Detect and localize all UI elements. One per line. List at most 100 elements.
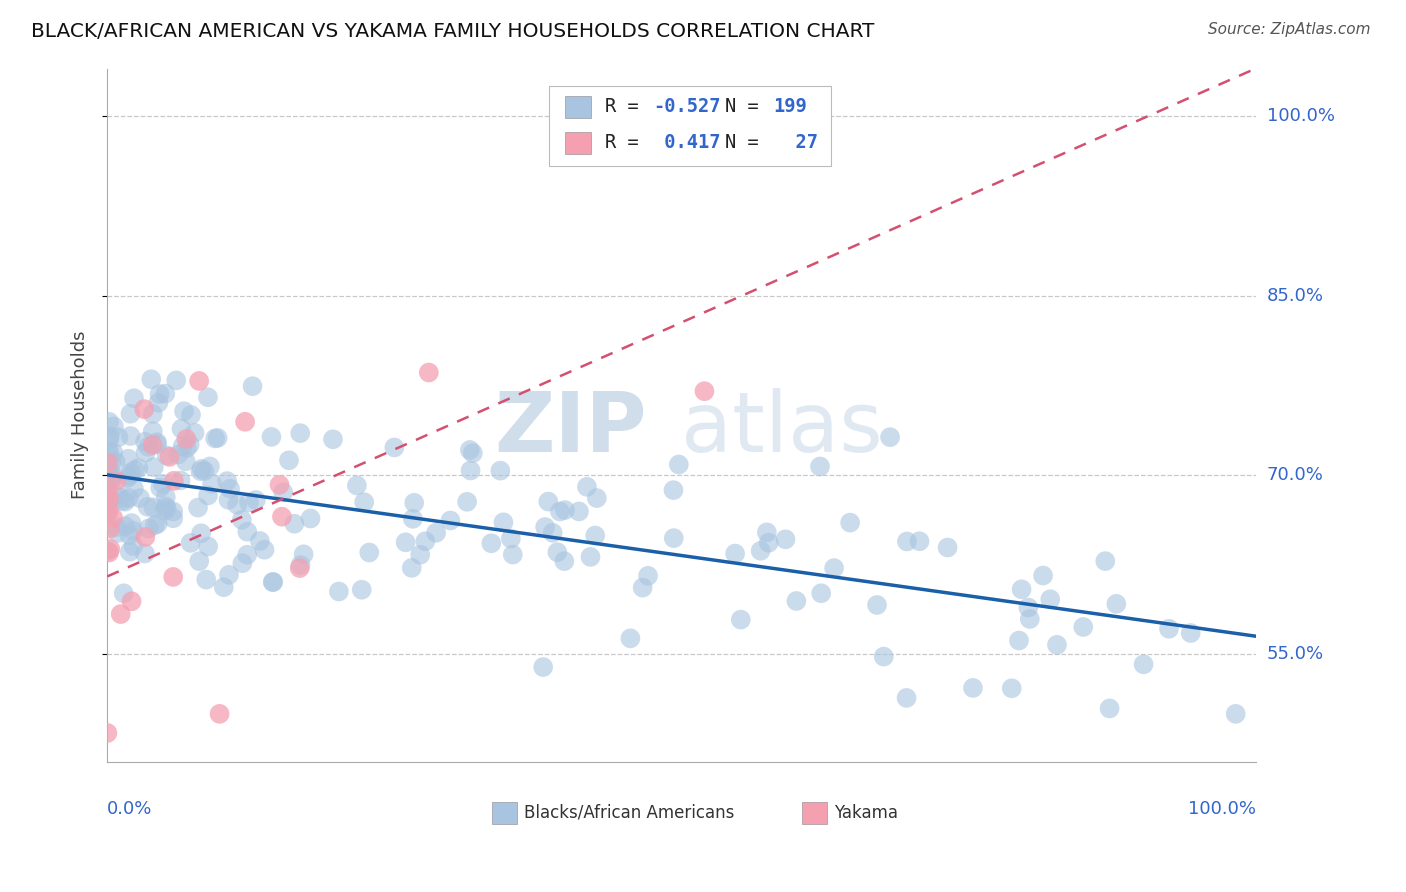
Point [187, 500, 209, 515]
Point [785, 594, 807, 608]
Point [553, 554, 575, 568]
Point [110, 607, 132, 621]
Point [198, 459, 221, 474]
FancyBboxPatch shape [492, 802, 517, 824]
Point [548, 504, 571, 518]
Point [120, 407, 142, 421]
Point [201, 476, 224, 491]
Text: N =: N = [725, 133, 770, 153]
Point [382, 441, 405, 455]
Point [292, 547, 315, 561]
Point [537, 494, 560, 508]
Point [142, 460, 165, 475]
Point [1032, 568, 1054, 582]
Point [107, 430, 129, 444]
Point [121, 594, 143, 608]
Point [231, 556, 253, 570]
Point [238, 495, 260, 509]
Point [156, 449, 179, 463]
Point [98, 545, 121, 559]
Point [283, 516, 305, 531]
Point [141, 372, 163, 386]
Point [439, 514, 461, 528]
Point [583, 528, 606, 542]
Point [120, 429, 142, 443]
Text: R =: R = [605, 133, 650, 153]
Point [288, 561, 311, 575]
Point [188, 374, 211, 388]
Point [197, 540, 219, 554]
Point [97, 456, 120, 470]
Text: 27: 27 [773, 133, 818, 153]
Point [1018, 612, 1040, 626]
Point [101, 468, 124, 483]
Point [401, 561, 423, 575]
Point [936, 541, 959, 555]
Point [156, 501, 179, 516]
Point [142, 424, 165, 438]
Point [97, 475, 120, 489]
Point [492, 516, 515, 530]
Point [118, 491, 141, 505]
Point [873, 649, 896, 664]
Point [162, 570, 184, 584]
Point [103, 419, 125, 434]
FancyBboxPatch shape [565, 95, 591, 118]
Point [98, 522, 121, 536]
Point [117, 451, 139, 466]
Point [810, 586, 832, 600]
Point [135, 445, 157, 459]
Point [98, 541, 121, 556]
Point [219, 482, 242, 496]
Text: 199: 199 [773, 97, 807, 116]
Point [271, 485, 294, 500]
Point [353, 495, 375, 509]
Point [122, 539, 145, 553]
Point [173, 404, 195, 418]
Point [114, 494, 136, 508]
Point [149, 481, 172, 495]
Point [409, 548, 432, 562]
Point [100, 456, 122, 470]
Point [233, 415, 256, 429]
Point [96, 465, 118, 479]
Text: BLACK/AFRICAN AMERICAN VS YAKAMA FAMILY HOUSEHOLDS CORRELATION CHART: BLACK/AFRICAN AMERICAN VS YAKAMA FAMILY … [31, 22, 875, 41]
Point [290, 558, 312, 572]
Point [236, 548, 259, 562]
FancyBboxPatch shape [565, 132, 591, 153]
Point [98, 444, 121, 458]
Point [278, 453, 301, 467]
Point [693, 384, 716, 399]
Point [176, 441, 198, 455]
Point [724, 547, 747, 561]
Point [208, 706, 231, 721]
Point [226, 498, 249, 512]
Point [662, 483, 685, 497]
Point [619, 632, 641, 646]
Point [236, 524, 259, 539]
Point [190, 462, 212, 476]
Point [124, 463, 146, 477]
Point [118, 545, 141, 559]
Point [823, 561, 845, 575]
Point [730, 613, 752, 627]
Point [1046, 638, 1069, 652]
Point [163, 474, 186, 488]
Text: Blacks/African Americans: Blacks/African Americans [524, 804, 734, 822]
Point [197, 488, 219, 502]
Point [253, 542, 276, 557]
Point [662, 531, 685, 545]
Point [103, 445, 125, 459]
Point [122, 391, 145, 405]
Point [155, 500, 177, 514]
FancyBboxPatch shape [550, 86, 831, 166]
Point [908, 534, 931, 549]
Point [460, 463, 482, 477]
Point [1098, 701, 1121, 715]
Point [218, 567, 240, 582]
Point [97, 504, 120, 518]
Point [159, 450, 181, 464]
Point [162, 504, 184, 518]
Text: 55.0%: 55.0% [1267, 645, 1324, 663]
Point [96, 485, 118, 500]
